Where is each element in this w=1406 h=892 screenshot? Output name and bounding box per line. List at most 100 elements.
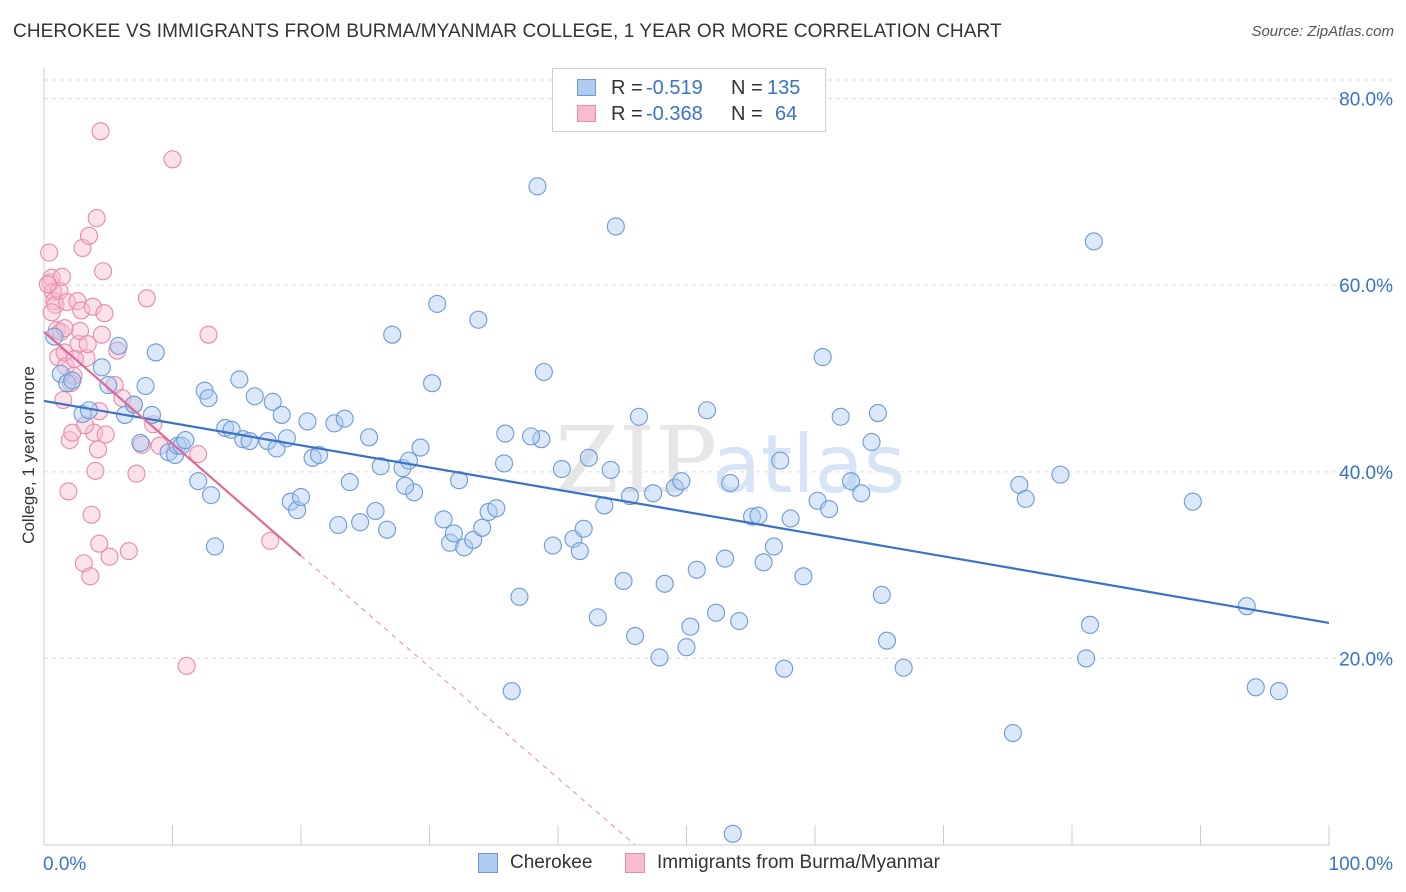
cherokee-point bbox=[383, 325, 402, 344]
cherokee-point bbox=[444, 524, 463, 543]
cherokee-trend-line bbox=[43, 399, 1330, 625]
immigrants-point bbox=[177, 656, 196, 675]
cherokee-point bbox=[502, 682, 521, 701]
cherokee-point bbox=[360, 428, 379, 447]
legend-r-label: R = bbox=[611, 103, 643, 125]
legend-row-cherokee: R = -0.519 N = 135 bbox=[553, 74, 825, 102]
cherokee-point bbox=[877, 631, 897, 650]
axes bbox=[43, 68, 1330, 846]
immigrants-point bbox=[86, 461, 105, 480]
cherokee-point bbox=[411, 438, 430, 457]
cherokee-point bbox=[570, 542, 589, 561]
immigrants-point bbox=[87, 209, 106, 228]
legend-n-value: 64 bbox=[775, 103, 798, 125]
cherokee-point bbox=[813, 348, 832, 367]
cherokee-point bbox=[601, 460, 620, 480]
cherokee-point bbox=[534, 362, 553, 382]
legend-swatch-pink bbox=[577, 105, 596, 122]
cherokee-point bbox=[378, 520, 397, 539]
y-tick-label: 60.0% bbox=[1339, 276, 1393, 297]
cherokee-point bbox=[434, 510, 453, 529]
cherokee-point bbox=[644, 484, 663, 503]
cherokee-point bbox=[1016, 489, 1035, 508]
source-label: Source: ZipAtlas.com bbox=[1251, 23, 1394, 40]
immigrants-point bbox=[119, 542, 138, 561]
y-tick-label: 20.0% bbox=[1339, 649, 1393, 670]
cherokee-point bbox=[340, 473, 359, 492]
cherokee-point bbox=[723, 824, 742, 843]
cherokee-point bbox=[749, 506, 768, 525]
cherokee-point bbox=[131, 433, 150, 452]
cherokee-point bbox=[371, 457, 390, 476]
cherokee-point bbox=[92, 358, 111, 377]
cherokee-point bbox=[109, 336, 128, 355]
immigrants-point bbox=[94, 262, 113, 281]
immigrants-point bbox=[90, 534, 109, 553]
cherokee-point bbox=[189, 472, 208, 491]
cherokee-point bbox=[820, 500, 839, 519]
cherokee-point bbox=[665, 478, 684, 497]
immigrants-point bbox=[59, 482, 78, 501]
bottom-legend-swatch-pink bbox=[625, 853, 645, 873]
immigrants-point bbox=[199, 325, 218, 344]
cherokee-point bbox=[366, 501, 385, 521]
legend-r-value: -0.368 bbox=[646, 103, 703, 125]
legend-n-label: N = bbox=[731, 103, 763, 125]
legend-r-value: -0.519 bbox=[646, 77, 703, 99]
legend-row-immigrants: R = -0.368 N = 64 bbox=[553, 100, 825, 128]
stats-legend: R = -0.519 N = 135 R = -0.368 N = 64 bbox=[552, 68, 826, 132]
cherokee-point bbox=[677, 638, 696, 657]
legend-n-value: 135 bbox=[767, 77, 801, 99]
immigrants-point bbox=[81, 567, 100, 586]
cherokee-point bbox=[199, 389, 218, 408]
immigrants-point bbox=[189, 445, 208, 464]
cherokee-point bbox=[291, 487, 311, 507]
cherokee-point bbox=[552, 459, 571, 479]
cherokee-point bbox=[650, 648, 669, 667]
cherokee-point bbox=[230, 370, 249, 389]
cherokee-point bbox=[136, 376, 155, 396]
legend-r-label: R = bbox=[611, 77, 643, 99]
y-axis-label: College, 1 year or more bbox=[19, 366, 38, 544]
legend-n-label: N = bbox=[731, 77, 763, 99]
bottom-legend-swatch-blue bbox=[478, 853, 498, 873]
cherokee-point bbox=[1237, 597, 1256, 616]
immigrants-point bbox=[40, 243, 59, 262]
cherokee-point bbox=[771, 451, 790, 470]
immigrants-point bbox=[100, 547, 119, 566]
cherokee-point bbox=[63, 371, 82, 390]
cherokee-point bbox=[329, 515, 348, 535]
cherokee-point bbox=[721, 473, 740, 493]
y-tick-label: 80.0% bbox=[1339, 90, 1393, 111]
immigrants-point bbox=[55, 343, 74, 362]
cherokee-point bbox=[1246, 678, 1265, 697]
cherokee-point bbox=[781, 509, 800, 528]
cherokee-point bbox=[396, 476, 415, 495]
cherokee-point bbox=[272, 405, 291, 424]
cherokee-point bbox=[428, 294, 447, 313]
x-tick-labels: 0.0% 100.0% bbox=[43, 854, 1393, 875]
immigrants-point bbox=[38, 275, 57, 294]
cherokee-point bbox=[1080, 615, 1100, 634]
cherokee-point bbox=[1183, 492, 1202, 511]
cherokee-point bbox=[681, 617, 700, 636]
cherokee-point bbox=[862, 432, 881, 452]
cherokee-point bbox=[521, 427, 541, 446]
cherokee-point bbox=[614, 571, 633, 591]
cherokee-point bbox=[325, 414, 344, 433]
immigrants-point bbox=[76, 416, 95, 435]
cherokee-point bbox=[469, 310, 488, 329]
cherokee-point bbox=[58, 374, 77, 393]
chart-title: CHEROKEE VS IMMIGRANTS FROM BURMA/MYANMA… bbox=[13, 21, 1002, 42]
immigrants-point bbox=[261, 531, 280, 550]
cherokee-point bbox=[868, 404, 888, 423]
immigrants-point bbox=[60, 431, 79, 450]
cherokee-point bbox=[51, 364, 70, 383]
cherokee-point bbox=[263, 392, 282, 411]
legend-swatch-blue bbox=[577, 79, 596, 96]
cherokee-point bbox=[894, 658, 913, 677]
watermark-atlas: atlas bbox=[712, 418, 905, 511]
immigrants-point bbox=[78, 334, 97, 354]
cherokee-point bbox=[754, 553, 773, 572]
